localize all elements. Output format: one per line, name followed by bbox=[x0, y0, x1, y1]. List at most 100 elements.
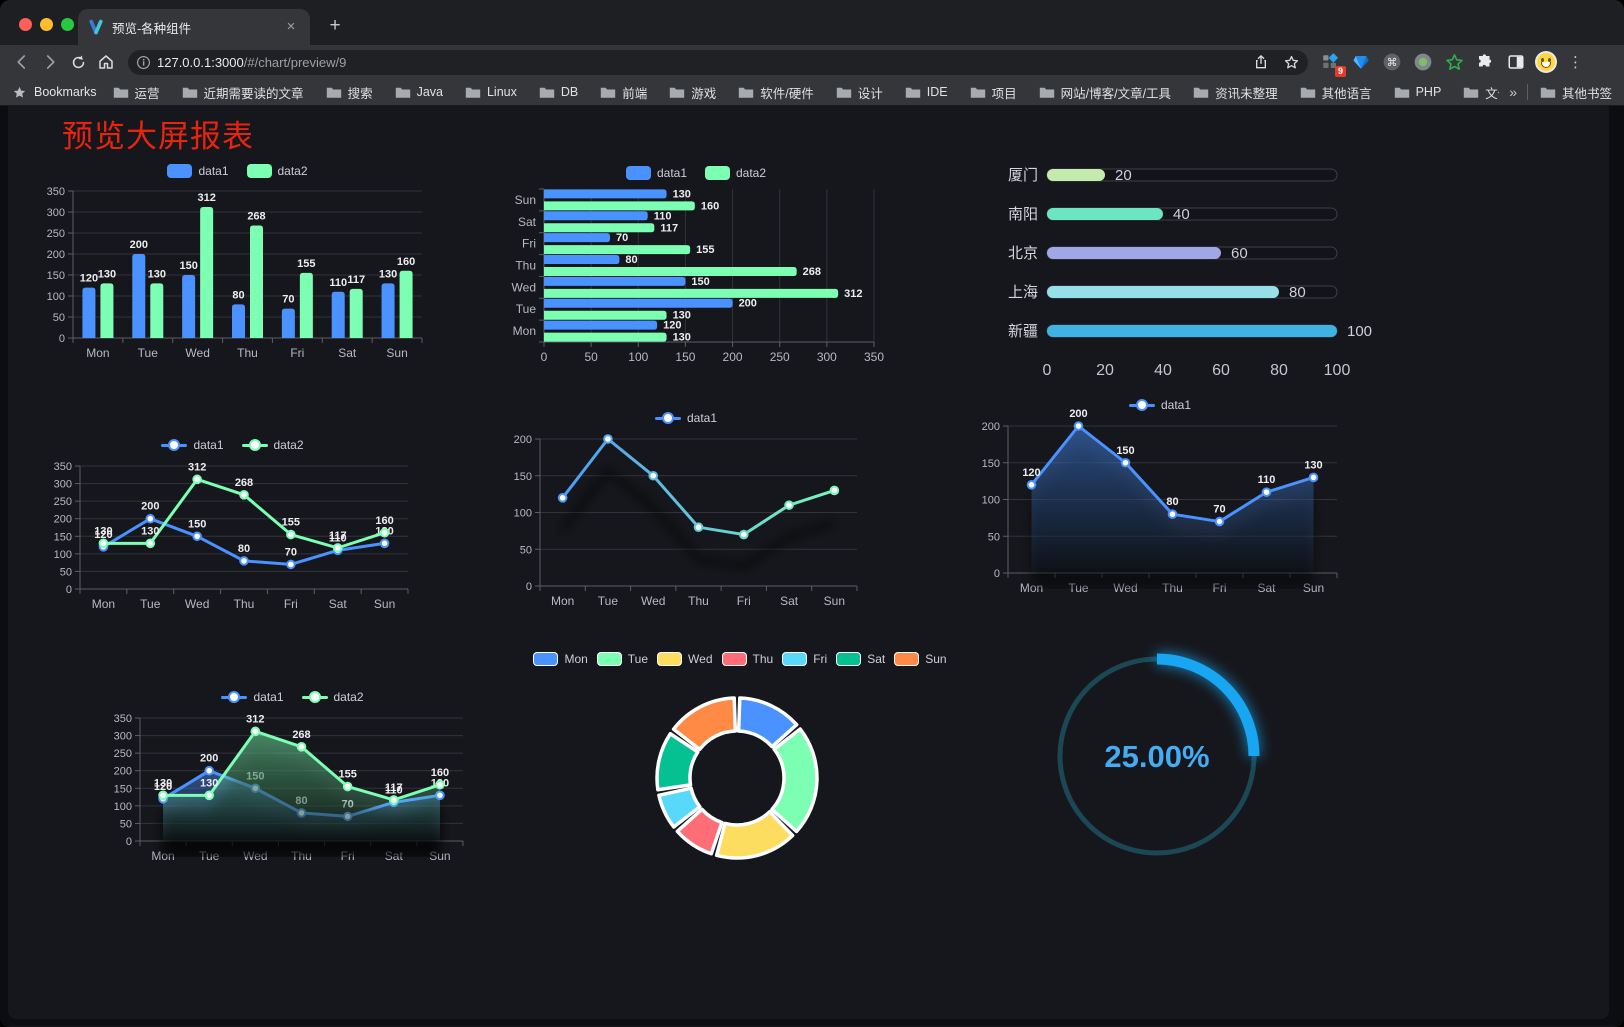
window-zoom-button[interactable] bbox=[61, 18, 74, 31]
svg-text:350: 350 bbox=[114, 713, 132, 725]
legend-item-label: data1 bbox=[1160, 398, 1192, 412]
svg-text:160: 160 bbox=[397, 256, 415, 268]
legend-item[interactable]: Tue bbox=[596, 652, 649, 666]
svg-text:⌘: ⌘ bbox=[1387, 56, 1398, 69]
legend-item[interactable]: Thu bbox=[721, 652, 773, 666]
legend-item[interactable]: data1 bbox=[167, 164, 229, 178]
bookmark-folder[interactable]: 其他语言 bbox=[1300, 83, 1372, 102]
svg-text:Sat: Sat bbox=[338, 346, 357, 360]
legend-item[interactable]: data1 bbox=[161, 438, 224, 452]
back-button[interactable] bbox=[8, 48, 36, 76]
legend-item-label: data1 bbox=[656, 166, 687, 180]
svg-text:200: 200 bbox=[141, 501, 159, 513]
svg-text:130: 130 bbox=[200, 777, 218, 789]
home-button[interactable] bbox=[92, 48, 120, 76]
legend-item[interactable]: Mon bbox=[533, 652, 588, 666]
forward-button[interactable] bbox=[36, 48, 64, 76]
new-tab-button[interactable]: + bbox=[329, 15, 341, 36]
svg-text:120: 120 bbox=[80, 273, 98, 285]
window-close-button[interactable] bbox=[19, 18, 32, 31]
legend-item[interactable]: data1 bbox=[654, 411, 717, 425]
extension-command-icon[interactable]: ⌘ bbox=[1380, 50, 1404, 74]
chart-canvas: 0 50 100 150 200 250 300 350 Mon Tue Wed Thu Fri Sat S… bbox=[47, 186, 423, 360]
legend-item[interactable]: data2 bbox=[246, 164, 308, 178]
svg-text:200: 200 bbox=[1069, 408, 1087, 420]
extension-green-star-icon[interactable] bbox=[1442, 50, 1466, 74]
svg-text:200: 200 bbox=[130, 239, 148, 251]
svg-text:312: 312 bbox=[246, 713, 264, 725]
window-minimize-button[interactable] bbox=[40, 18, 53, 31]
svg-text:160: 160 bbox=[375, 515, 393, 527]
svg-text:0: 0 bbox=[66, 584, 72, 596]
svg-text:110: 110 bbox=[329, 277, 347, 289]
bookmark-folder[interactable]: 设计 bbox=[836, 83, 883, 102]
extension-gem-icon[interactable] bbox=[1349, 50, 1373, 74]
extensions-puzzle-icon[interactable] bbox=[1473, 50, 1497, 74]
profile-avatar[interactable] bbox=[1535, 51, 1557, 73]
bookmark-folder[interactable]: 游戏 bbox=[669, 83, 716, 102]
chart-legend: data1 data2 bbox=[45, 164, 430, 178]
svg-text:50: 50 bbox=[60, 566, 72, 578]
reload-button[interactable] bbox=[64, 48, 92, 76]
bookmark-folder[interactable]: 软件/硬件 bbox=[738, 83, 814, 102]
svg-text:200: 200 bbox=[514, 434, 532, 446]
bookmark-folder[interactable]: DB bbox=[539, 85, 578, 99]
legend-item[interactable]: data2 bbox=[301, 690, 364, 704]
legend-item[interactable]: data1 bbox=[221, 690, 284, 704]
bookmark-folder[interactable]: 近期需要读的文章 bbox=[182, 83, 304, 102]
share-icon[interactable] bbox=[1253, 54, 1269, 70]
bookmark-folder[interactable]: 运营 bbox=[113, 83, 160, 102]
svg-text:80: 80 bbox=[1289, 284, 1306, 301]
bookmark-folder[interactable]: 搜索 bbox=[326, 83, 373, 102]
bookmark-folder[interactable]: Java bbox=[395, 85, 443, 99]
site-info-icon[interactable] bbox=[136, 55, 151, 70]
tab-close-icon[interactable]: × bbox=[286, 18, 296, 35]
bookmark-star-icon[interactable] bbox=[1283, 54, 1300, 71]
legend-item[interactable]: data2 bbox=[241, 438, 304, 452]
svg-text:70: 70 bbox=[1213, 504, 1225, 516]
other-bookmarks-folder[interactable]: 其他书签 bbox=[1540, 83, 1612, 102]
svg-text:155: 155 bbox=[282, 517, 300, 529]
bookmarks-bar: Bookmarks 运营 近期需要读的文章 搜索 Java Linux DB 前端 游戏 软件/… bbox=[0, 79, 1624, 106]
legend-item[interactable]: data1 bbox=[625, 166, 687, 180]
bookmark-folder[interactable]: IDE bbox=[905, 85, 948, 99]
svg-text:200: 200 bbox=[47, 249, 65, 261]
legend-item[interactable]: Fri bbox=[782, 652, 827, 666]
svg-text:250: 250 bbox=[47, 228, 65, 240]
folder-icon bbox=[1193, 87, 1209, 98]
browser-tab[interactable]: 预览-各种组件 × bbox=[78, 9, 310, 45]
bookmark-folder[interactable]: 文件服务器 bbox=[1463, 83, 1499, 102]
bookmark-folder[interactable]: PHP bbox=[1394, 85, 1441, 99]
svg-text:Wed: Wed bbox=[641, 594, 665, 608]
svg-text:20: 20 bbox=[1096, 362, 1114, 379]
bookmark-folder[interactable]: 网站/博客/文章/工具 bbox=[1039, 83, 1171, 102]
address-bar[interactable]: 127.0.0.1:3000/#/chart/preview/9 bbox=[128, 49, 1308, 75]
svg-text:80: 80 bbox=[1166, 496, 1178, 508]
svg-text:Thu: Thu bbox=[688, 594, 709, 608]
side-panel-icon[interactable] bbox=[1504, 50, 1528, 74]
legend-marker-icon bbox=[301, 690, 328, 704]
svg-text:100: 100 bbox=[1324, 362, 1351, 379]
chart-progress-bars: 厦门 20 南阳 40 北京 60 上海 80 新疆 100 0 20 40 60 80 100 bbox=[990, 156, 1380, 396]
bookmarks-overflow-chevron[interactable]: » bbox=[1509, 84, 1517, 100]
bookmarks-manager[interactable]: Bookmarks bbox=[12, 85, 97, 100]
legend-item[interactable]: Wed bbox=[657, 652, 713, 666]
folder-icon bbox=[1464, 87, 1479, 98]
legend-item-label: data1 bbox=[198, 164, 229, 178]
extension-tabs-icon[interactable]: 9 bbox=[1318, 50, 1346, 77]
legend-item-label: Sun bbox=[925, 652, 947, 666]
legend-item[interactable]: Sun bbox=[894, 652, 947, 666]
extension-recorder-icon[interactable] bbox=[1411, 50, 1435, 74]
legend-item[interactable]: Sat bbox=[836, 652, 885, 666]
legend-item[interactable]: data1 bbox=[1128, 398, 1192, 412]
bookmark-folder[interactable]: 前端 bbox=[600, 83, 647, 102]
legend-item[interactable]: data2 bbox=[705, 166, 766, 180]
bookmark-folder[interactable]: Linux bbox=[465, 85, 517, 99]
svg-text:110: 110 bbox=[1258, 474, 1276, 486]
legend-item-label: Tue bbox=[627, 652, 649, 666]
browser-menu-icon[interactable]: ⋮ bbox=[1568, 54, 1583, 71]
bookmark-folder[interactable]: 项目 bbox=[970, 83, 1017, 102]
bookmark-folder[interactable]: 资讯未整理 bbox=[1193, 83, 1278, 102]
svg-text:200: 200 bbox=[114, 766, 132, 778]
svg-text:80: 80 bbox=[232, 289, 244, 301]
